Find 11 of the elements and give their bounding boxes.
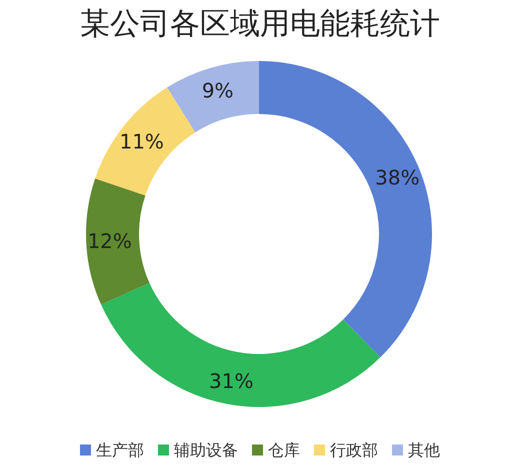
- legend-label: 生产部: [96, 440, 144, 460]
- chart-title: 某公司各区域用电能耗统计: [80, 6, 440, 42]
- legend-label: 行政部: [330, 440, 378, 460]
- data-label: 11%: [119, 129, 164, 154]
- legend-label: 其他: [408, 440, 440, 460]
- data-label: 38%: [375, 165, 420, 190]
- legend-label: 仓库: [268, 440, 300, 460]
- data-label: 9%: [202, 78, 234, 102]
- data-label: 12%: [87, 228, 132, 253]
- legend-label: 辅助设备: [174, 440, 238, 460]
- data-label: 31%: [209, 368, 254, 393]
